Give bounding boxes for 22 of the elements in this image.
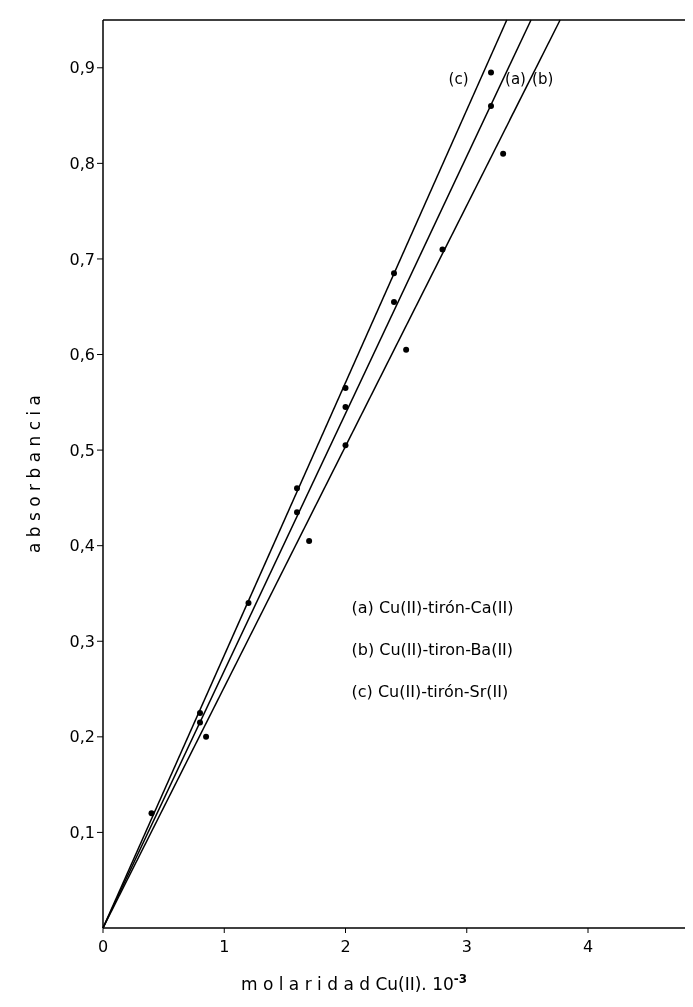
- annotation: (c) Cu(II)-tirón-Sr(II): [351, 681, 509, 701]
- x-tick-label: 1: [219, 937, 230, 956]
- series-label: (a): [505, 69, 526, 88]
- annotation: (b) Cu(II)-tiron-Ba(II): [351, 639, 514, 659]
- y-tick-label: 0,6: [69, 345, 95, 365]
- y-tick-label: 0,5: [69, 440, 95, 460]
- y-tick-label: 0,9: [69, 58, 95, 78]
- y-tick-label: 0,4: [69, 536, 95, 556]
- y-tick-label: 0,8: [69, 153, 95, 173]
- y-tick-label: 0,1: [69, 823, 95, 843]
- series-label: (b): [532, 69, 554, 88]
- y-axis-title: a b s o r b a n c i a: [24, 395, 44, 553]
- x-tick-label: 2: [340, 937, 351, 956]
- y-tick-label: 0,3: [69, 631, 95, 651]
- series-label: (c): [448, 69, 469, 88]
- y-tick-label: 0,2: [69, 727, 95, 747]
- x-tick-label: 0: [97, 937, 109, 956]
- x-tick-label: 4: [582, 937, 594, 956]
- annotation: (a) Cu(II)-tirón-Ca(II): [351, 597, 514, 617]
- y-tick-label: 0,7: [69, 249, 95, 269]
- x-tick-label: 3: [461, 937, 472, 956]
- x-axis-title: m o l a r i d a d Cu(II). 10$^{-3}$: [240, 972, 468, 994]
